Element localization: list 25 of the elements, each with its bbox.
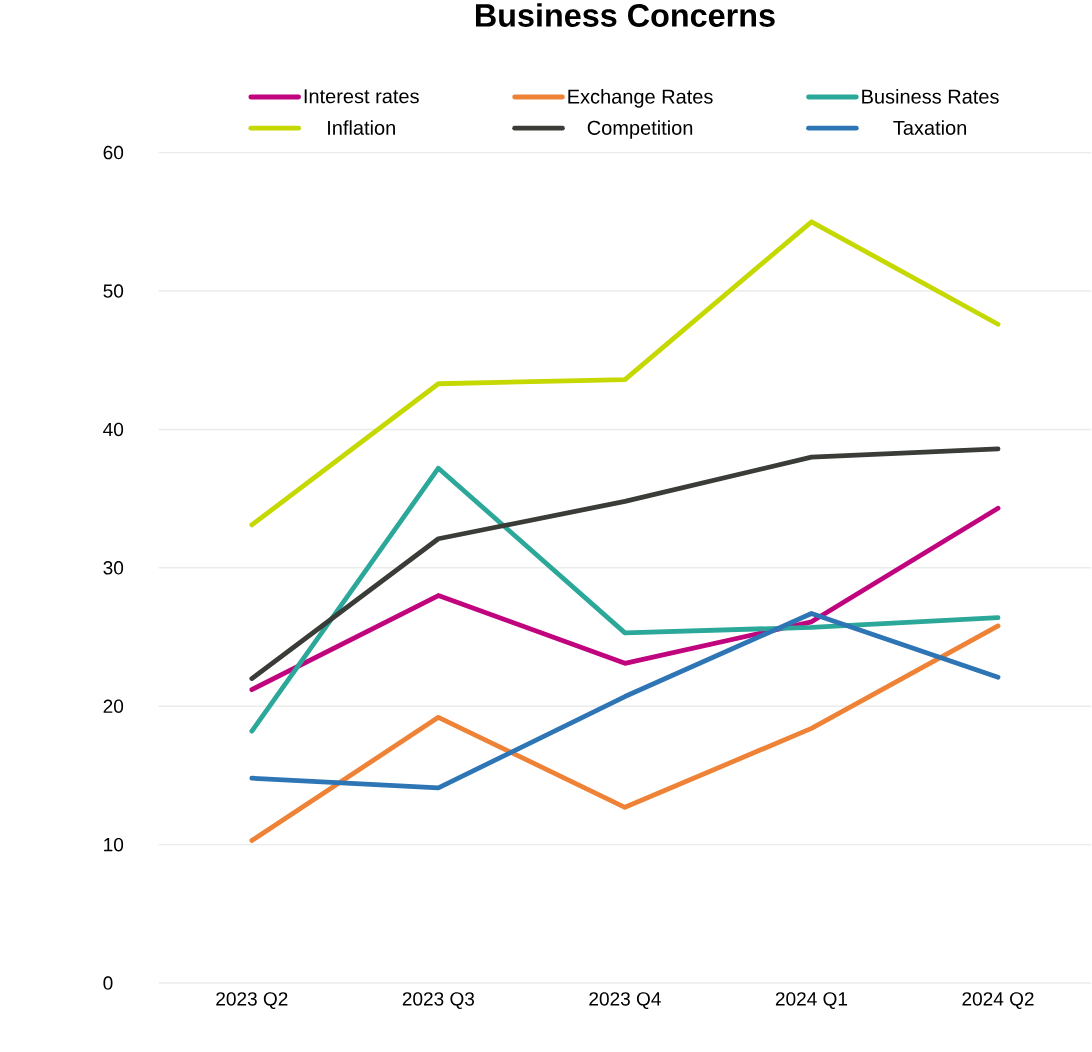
x-tick-label: 2023 Q3 — [402, 992, 475, 1009]
line-series — [249, 219, 1001, 528]
y-tick-label: 30 — [103, 560, 124, 575]
legend-label: Business Rates — [862, 88, 999, 104]
chart-title: Business Concerns — [475, 3, 775, 27]
line-series — [249, 610, 1001, 791]
y-tick-label: 50 — [103, 284, 124, 298]
line-series — [249, 465, 1001, 734]
x-tick-label: 2023 Q4 — [589, 992, 661, 1009]
y-tick-label: 40 — [103, 422, 124, 437]
line-series — [249, 505, 1001, 692]
y-tick-label: 20 — [103, 699, 124, 713]
legend-label: Exchange Rates — [568, 88, 713, 108]
y-tick-label: 60 — [103, 145, 124, 160]
line-series — [249, 623, 1001, 843]
legend-label: Inflation — [328, 120, 395, 135]
y-tick-label: 0 — [103, 976, 113, 990]
legend-label: Interest rates — [304, 89, 419, 104]
legend-label: Competition — [587, 120, 693, 139]
x-tick-label: 2024 Q1 — [775, 992, 848, 1009]
line-series — [249, 446, 1001, 681]
x-tick-label: 2024 Q2 — [962, 992, 1034, 1009]
y-tick-label: 10 — [104, 837, 124, 852]
x-tick-label: 2023 Q2 — [216, 992, 288, 1009]
legend-label: Taxation — [893, 120, 967, 135]
